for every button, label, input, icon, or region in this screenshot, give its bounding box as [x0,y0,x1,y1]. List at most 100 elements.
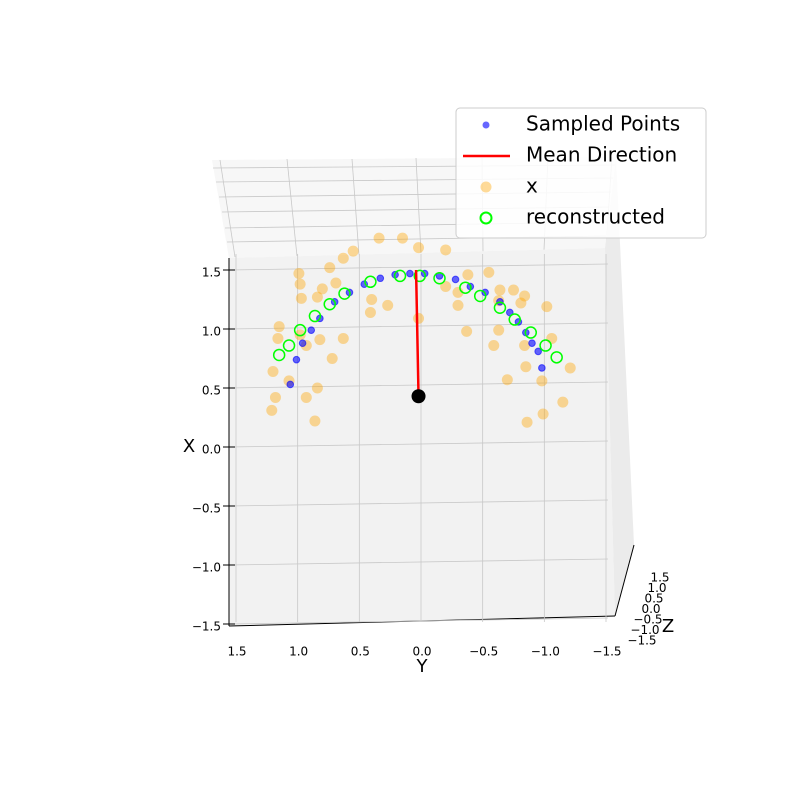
sampled-point [451,275,460,284]
mean-direction [414,269,420,397]
reconstructed-point [393,269,407,283]
x-axis-title: X [183,436,195,457]
x-point [300,391,312,403]
reconstructed-point [493,301,507,315]
x-point [337,252,349,264]
x-point [440,281,452,293]
sampled-point [286,380,295,389]
x-point [330,277,342,289]
x-point [295,292,307,304]
x-point [413,312,425,324]
reconstructed-point [338,287,351,300]
x-point [557,396,569,408]
x-point [266,404,278,416]
x-point [373,232,385,244]
reconstructed-point [524,326,538,339]
legend-swatch [482,121,490,129]
x-tick-label: 0.5 [351,645,370,659]
reconstructed-point [282,339,296,352]
x-point [521,416,533,428]
x-point [536,375,548,387]
reconstructed-point [364,275,377,289]
y-tick-label: 0.5 [202,384,221,398]
x-point [293,268,305,280]
x-point [519,340,531,352]
x-point [382,299,394,311]
legend: Sampled Points Mean Direction x reconstruct… [463,112,680,229]
plot: 1.5 1.0 0.5 0.0 −0.5 −1.0 −1.5−1.5−1.0−0.50.00… [192,232,670,659]
x-point [501,374,513,386]
reconstructed-point [459,281,472,294]
x-point [494,284,506,296]
x-point [364,306,376,318]
x-point [269,391,281,403]
legend-box [455,107,707,239]
y-tick-label: −0.5 [192,502,221,516]
sampled-point [376,274,385,283]
y-tick-label: −1.0 [192,561,221,575]
x-point [546,332,558,344]
y-tick-label: 0.0 [202,443,221,457]
x-point [267,365,279,377]
x-point [564,362,576,374]
legend-swatch [480,181,492,193]
grid-line [228,617,609,625]
x-point [314,334,326,346]
legend-swatch [479,211,493,225]
x-point [440,244,452,256]
x-point [537,408,549,420]
reconstructed-point [550,351,563,364]
x-point [294,278,306,290]
origin-point [411,389,426,404]
sampled-point [406,269,414,278]
reconstructed-point [272,348,286,362]
x-point [488,340,500,352]
x-point [311,382,323,394]
sampled-point [307,326,316,334]
x-tick-label: 1.0 [289,645,308,659]
x-point [337,332,349,344]
grid-line [228,263,609,271]
z-tick-label: 0.5 [644,592,663,606]
sampled-point [528,339,536,347]
y-tick-label: 1.5 [202,266,221,280]
x-point [541,301,553,313]
sampled-point [538,364,546,372]
reconstructed-point [539,339,552,352]
grid-line [228,440,609,448]
x-tick-label: 0.0 [412,645,431,659]
grid-line [228,558,609,566]
x-point [461,325,473,337]
sampled-point [292,355,301,364]
x-point [519,290,531,302]
legend-label: Sampled Points [526,112,680,136]
x-tick-label: −0.5 [469,645,498,659]
x-point [452,299,464,311]
side-pane [605,157,634,616]
x-point [366,294,378,305]
x-tick-label: −1.5 [592,645,621,659]
x-point [309,415,321,427]
z-tick-label: −0.5 [633,613,662,627]
x-point [272,332,284,344]
x-point [493,324,505,336]
y-axis-title: Y [416,656,429,677]
x-tick-label: −1.0 [531,645,560,659]
grid-line [228,322,609,330]
x-point [520,361,532,373]
front-pane [229,248,615,626]
z-axis-title: Z [662,616,674,637]
x-point [294,329,306,341]
reconstructed-point [433,272,446,285]
reconstructed-point [413,269,427,283]
x-point [413,242,425,254]
x-point [508,284,519,296]
reconstructed-point [323,297,336,311]
x-point [326,353,338,364]
x-point [347,245,359,257]
y-tick-label: 1.0 [202,325,221,339]
reconstructed-point [508,313,521,326]
x-point [483,266,495,278]
